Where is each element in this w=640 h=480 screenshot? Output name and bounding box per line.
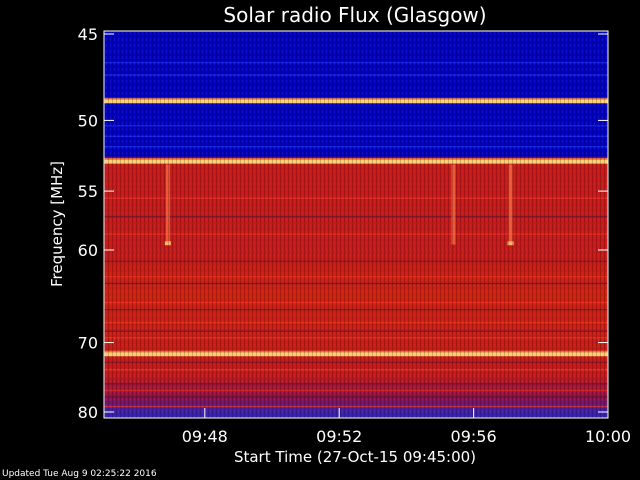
y-tick-label: 80 xyxy=(78,403,98,422)
plot-area xyxy=(103,30,609,419)
y-tick-label: 70 xyxy=(78,334,98,353)
y-tick-label: 50 xyxy=(78,111,98,130)
y-axis-label: Frequency [MHz] xyxy=(48,161,66,287)
updated-timestamp: Updated Tue Aug 9 02:25:22 2016 xyxy=(2,469,157,479)
speckle-overlay xyxy=(104,31,608,418)
y-tick-label: 55 xyxy=(78,182,98,201)
x-tick-label: 09:56 xyxy=(451,427,497,446)
y-tick-label: 45 xyxy=(78,25,98,44)
x-tick-label: 09:52 xyxy=(316,427,362,446)
y-axis-ticks: 45 50 55 60 70 80 xyxy=(78,25,608,422)
x-tick-label: 10:00 xyxy=(585,427,631,446)
x-tick-label: 09:48 xyxy=(182,427,228,446)
x-axis-label: Start Time (27-Oct-15 09:45:00) xyxy=(234,448,476,466)
chart-title: Solar radio Flux (Glasgow) xyxy=(223,3,486,27)
x-axis-ticks: 09:48 09:52 09:56 10:00 xyxy=(182,408,631,446)
y-tick-label: 60 xyxy=(78,241,98,260)
plot-frame xyxy=(103,30,609,419)
